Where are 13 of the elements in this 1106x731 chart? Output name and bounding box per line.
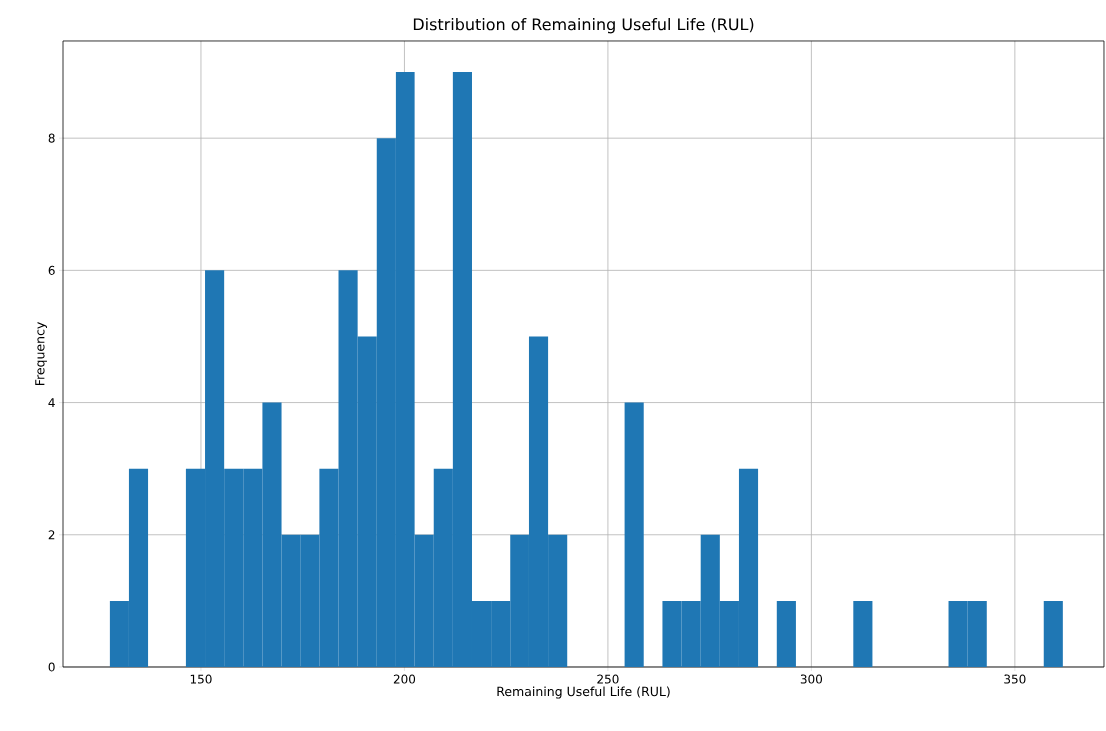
x-tick-label: 300 [800, 674, 823, 684]
y-tick-label: 6 [48, 265, 55, 275]
x-tick-label: 150 [190, 674, 212, 684]
chart-title: Distribution of Remaining Useful Life (RUL) [413, 17, 754, 34]
y-axis-title: Frequency [35, 322, 47, 386]
y-tick-label: 8 [48, 133, 55, 143]
x-axis-title: Remaining Useful Life (RUL) [497, 686, 670, 699]
x-tick-label: 250 [597, 674, 619, 684]
x-tick-label: 350 [1004, 674, 1026, 684]
y-tick-label: 4 [48, 398, 55, 407]
y-tick-label: 0 [48, 662, 55, 672]
x-tick-label: 200 [393, 674, 416, 684]
y-tick-label: 2 [48, 530, 55, 540]
